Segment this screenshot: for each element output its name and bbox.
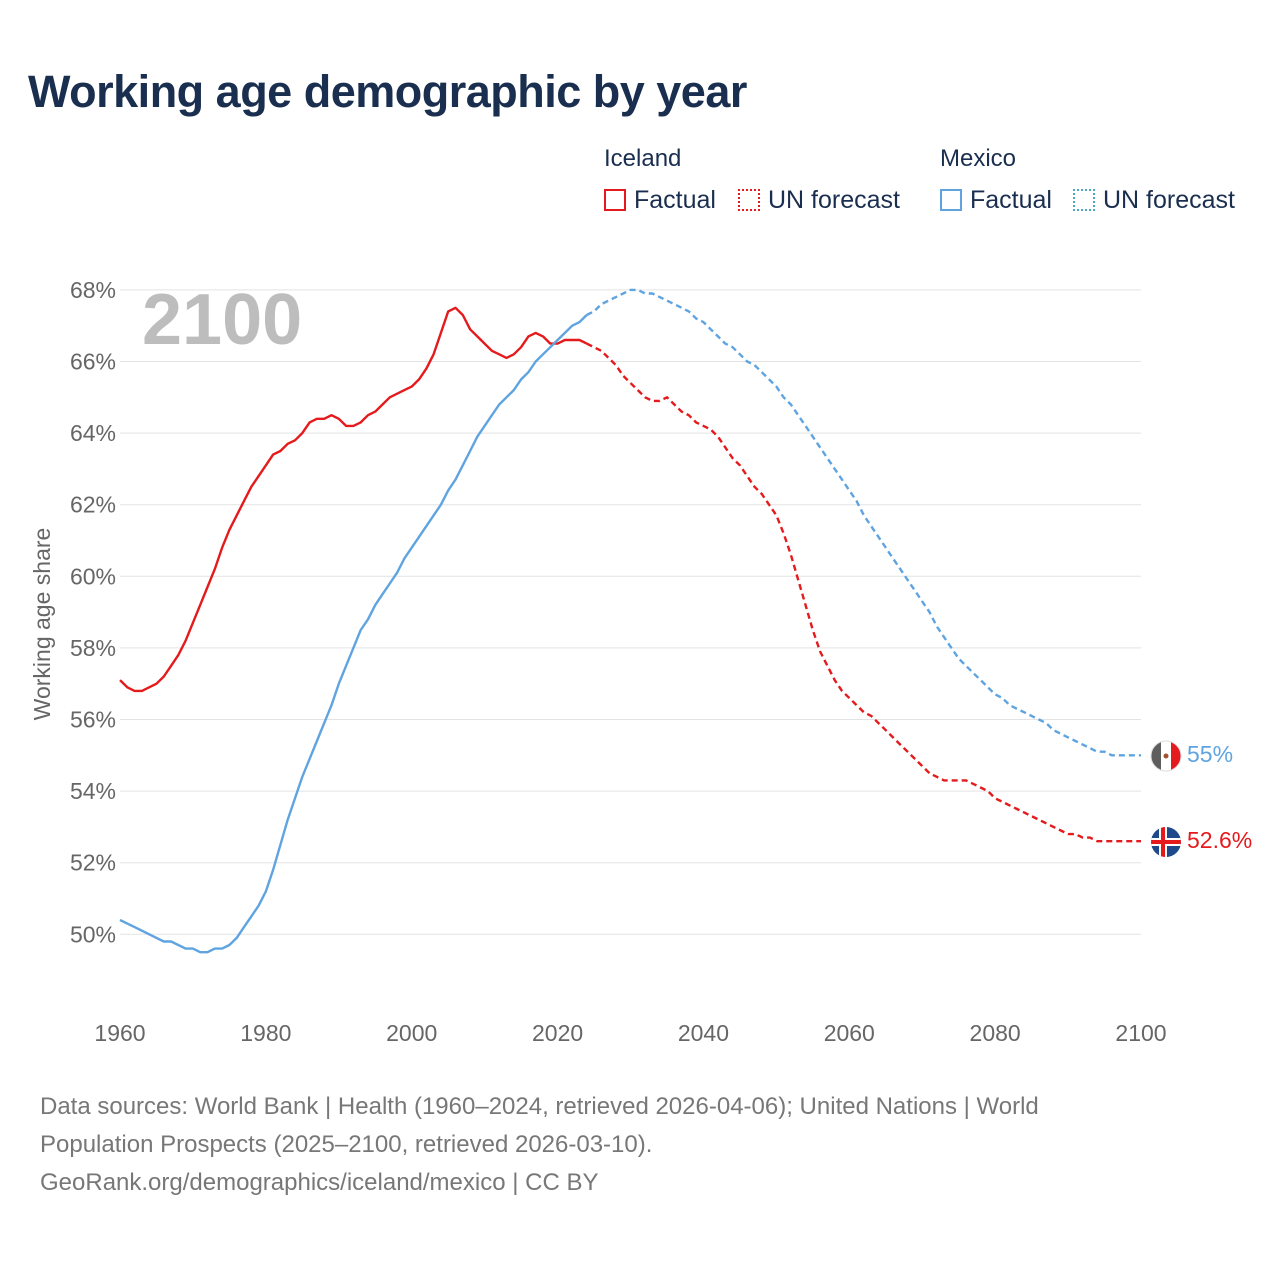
y-tick-label: 50% [70, 921, 116, 947]
chart-title: Working age demographic by year [28, 66, 747, 117]
legend-mexico-factual[interactable]: Factual [940, 186, 1052, 214]
footer-line-1: Data sources: World Bank | Health (1960–… [40, 1093, 1039, 1120]
legend-swatch-mexico-factual [940, 189, 962, 211]
legend-label: UN forecast [768, 185, 900, 214]
y-tick-label: 62% [70, 492, 116, 518]
iceland-flag-icon [1151, 827, 1181, 857]
mexico-forecast-line[interactable] [586, 288, 1141, 757]
x-tick-label: 2040 [678, 1020, 729, 1046]
x-tick-label: 2020 [532, 1020, 583, 1046]
y-tick-label: 68% [70, 277, 116, 303]
x-tick-label: 2000 [386, 1020, 437, 1046]
mexico-factual-line[interactable] [119, 314, 588, 954]
y-tick-label: 60% [70, 563, 116, 589]
x-tick-label: 1980 [240, 1020, 291, 1046]
mexico-end-label: 55% [1187, 741, 1233, 767]
x-tick-label: 2080 [970, 1020, 1021, 1046]
iceland-end-label: 52.6% [1187, 827, 1252, 853]
iceland-forecast-line[interactable] [586, 342, 1141, 843]
legend-swatch-mexico-forecast [1073, 189, 1095, 211]
x-tick-label: 2060 [824, 1020, 875, 1046]
legend-iceland-forecast[interactable]: UN forecast [738, 186, 900, 214]
x-tick-label: 2100 [1115, 1020, 1166, 1046]
footer-line-3: GeoRank.org/demographics/iceland/mexico … [40, 1169, 599, 1196]
y-tick-label: 64% [70, 420, 116, 446]
legend-label: UN forecast [1103, 185, 1235, 214]
mexico-flag-icon [1150, 740, 1182, 772]
legend-mexico-forecast[interactable]: UN forecast [1073, 186, 1235, 214]
legend-iceland-factual[interactable]: Factual [604, 186, 716, 214]
y-tick-label: 56% [70, 707, 116, 733]
legend-swatch-iceland-factual [604, 189, 626, 211]
y-tick-label: 58% [70, 635, 116, 661]
year-watermark: 2100 [142, 280, 302, 360]
legend-swatch-iceland-forecast [738, 189, 760, 211]
y-axis-label: Working age share [29, 528, 55, 721]
footer-line-2: Population Prospects (2025–2100, retriev… [40, 1131, 653, 1158]
footer-sources: Data sources: World Bank | Health (1960–… [40, 1088, 1240, 1202]
y-tick-label: 52% [70, 850, 116, 876]
y-tick-label: 54% [70, 778, 116, 804]
legend-label: Factual [634, 185, 716, 214]
legend-iceland-title: Iceland [604, 145, 682, 172]
y-tick-label: 66% [70, 349, 116, 375]
legend-label: Factual [970, 185, 1052, 214]
iceland-factual-line[interactable] [119, 306, 588, 693]
legend-mexico-title: Mexico [940, 145, 1017, 172]
x-tick-label: 1960 [94, 1020, 145, 1046]
